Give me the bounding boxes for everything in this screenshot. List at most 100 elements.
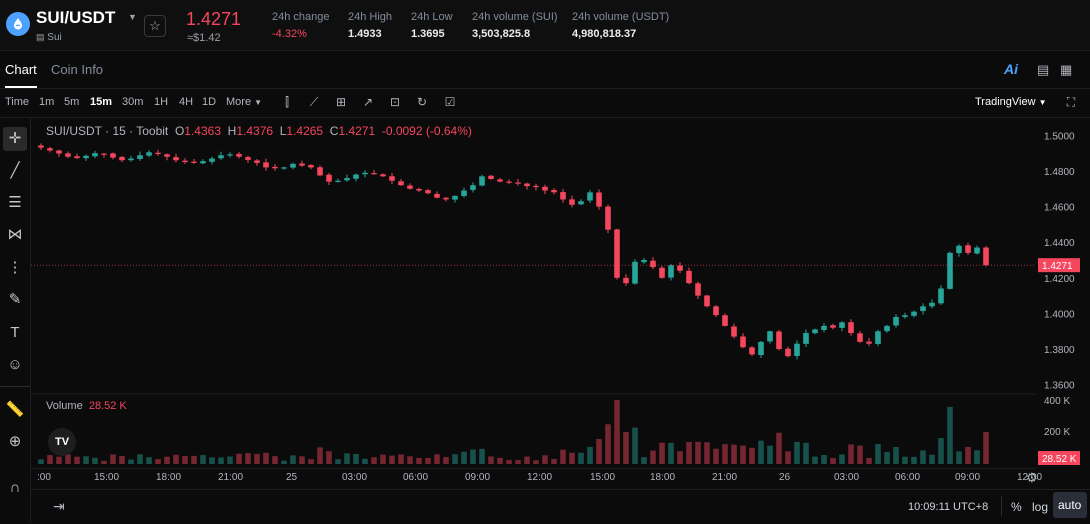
ai-icon[interactable]: Ai [1004, 61, 1018, 77]
price-axis[interactable]: 1.5000 1.4800 1.4600 1.4400 1.4200 1.4000 1.38… [1036, 118, 1090, 468]
time-axis[interactable]: :00 15:00 18:00 21:00 25 03:00 06:00 09:00 12:00… [31, 468, 1042, 489]
chart-provider-select[interactable]: TradingView ▼ [975, 96, 1047, 108]
text-icon[interactable]: T [10, 324, 20, 341]
candle-body [164, 154, 170, 157]
volume-bar [488, 456, 494, 464]
favorite-star-icon[interactable]: ☆ [144, 15, 166, 37]
time-tick-label: :00 [37, 472, 51, 483]
timeframe-time[interactable]: Time [5, 96, 30, 108]
chevron-down-icon: ▼ [1038, 98, 1047, 107]
stat-label: 24h High [348, 11, 393, 23]
grid-layout-icon[interactable]: ⊞ [335, 95, 347, 109]
screenshot-icon[interactable]: ⊡ [389, 95, 401, 109]
candle-body [461, 190, 467, 196]
candle-body [416, 188, 422, 191]
zoom-in-icon[interactable]: ⊕ [8, 433, 22, 450]
candle-body [560, 192, 566, 200]
chart-toolbar: Time 1m 5m 15m 30m 1H 4H 1D More ▼ ⫿ ⟋ ⊞… [0, 89, 1090, 118]
auto-scale-button[interactable]: auto [1053, 492, 1087, 518]
pattern-icon[interactable]: ⋈ [7, 226, 23, 243]
volume-bar [722, 444, 728, 464]
candle-body [524, 183, 530, 187]
candle-body [515, 182, 521, 184]
candle-body [218, 155, 224, 159]
tab-chart[interactable]: Chart [5, 62, 37, 77]
candle-body [209, 158, 215, 162]
volume-bar [74, 456, 80, 464]
trend-line-icon[interactable]: ╱ [10, 162, 20, 179]
candle-body [542, 186, 548, 191]
legend-c-label: C [329, 124, 339, 138]
candle-body [569, 199, 575, 205]
date-range-icon[interactable]: ⇥ [53, 498, 65, 514]
candle-body [749, 347, 755, 355]
ruler-icon[interactable]: 📏 [5, 401, 25, 418]
time-tick-label: 21:00 [218, 472, 244, 483]
volume-bar [704, 442, 710, 464]
price-tick-label: 1.4400 [1044, 238, 1075, 249]
stat-label: 24h volume (SUI) [472, 11, 558, 23]
current-price-tag [1038, 258, 1080, 273]
chart-canvas[interactable] [31, 118, 1036, 468]
stat-24h-volume-usdt: 24h volume (USDT) 4,980,818.37 [572, 11, 669, 40]
pair-selector[interactable]: SUI/USDT [36, 8, 116, 27]
more-timeframes-button[interactable]: More ▼ [226, 96, 262, 108]
horizontal-lines-icon[interactable]: ☰ [8, 194, 22, 211]
crosshair-icon[interactable]: ✛ [3, 127, 27, 151]
volume-bar [902, 456, 908, 464]
candle-body [452, 195, 458, 200]
price-chart[interactable] [31, 118, 1036, 468]
volume-bar [353, 453, 359, 464]
candle-body [758, 341, 764, 356]
timeframe-5m[interactable]: 5m [64, 96, 80, 108]
timeframe-4h[interactable]: 4H [179, 96, 194, 108]
chevron-down-icon[interactable]: ▼ [128, 12, 137, 22]
timeframe-15m[interactable]: 15m [90, 96, 113, 108]
time-tick-label: 25 [286, 472, 298, 483]
volume-bar [794, 441, 800, 464]
share-icon[interactable]: ↗ [362, 95, 374, 109]
emoji-icon[interactable]: ☺ [7, 356, 23, 373]
stat-label: 24h change [272, 11, 330, 23]
utc-clock[interactable]: 10:09:11 UTC+8 [908, 501, 989, 513]
candle-body [155, 152, 161, 155]
timeframe-30m[interactable]: 30m [122, 96, 144, 108]
volume-bar [398, 454, 404, 464]
magnet-icon[interactable]: ∩ [9, 479, 21, 496]
settings-checklist-icon[interactable]: ☑ [444, 95, 456, 109]
volume-bar [578, 452, 584, 464]
candle-body [38, 145, 44, 148]
timeframe-1d[interactable]: 1D [202, 96, 217, 108]
candle-body [641, 260, 647, 263]
candle-body [497, 179, 503, 182]
percent-scale-button[interactable]: % [1011, 500, 1022, 514]
volume-bar [380, 454, 386, 464]
notes-icon[interactable]: ▤ [1037, 62, 1050, 77]
last-price: 1.4271 [186, 9, 242, 29]
refresh-icon[interactable]: ↻ [416, 95, 428, 109]
stat-value: 1.3695 [411, 28, 445, 40]
fib-levels-icon[interactable]: ⋮ [7, 259, 23, 276]
candle-body [380, 174, 386, 177]
auto-label: auto [1058, 498, 1082, 512]
timeframe-1m[interactable]: 1m [39, 96, 55, 108]
timeframe-1h[interactable]: 1H [154, 96, 169, 108]
fullscreen-icon[interactable]: ⛶ [1066, 95, 1076, 109]
log-scale-button[interactable]: log [1032, 500, 1049, 514]
gear-icon[interactable]: ⚙ [1026, 470, 1038, 485]
time-tick-label: 12:00 [527, 472, 553, 483]
tab-coin-info[interactable]: Coin Info [51, 62, 104, 77]
volume-bar [470, 449, 476, 464]
candle-body [254, 160, 260, 163]
layout-icon[interactable]: ▦ [1060, 62, 1073, 77]
candle-body [65, 153, 71, 157]
candle-body [227, 154, 233, 156]
volume-bar [263, 452, 269, 464]
indicators-icon[interactable]: ⟋ [309, 95, 319, 109]
candle-body [893, 316, 899, 326]
volume-bar [569, 452, 575, 464]
candle-type-icon[interactable]: ⫿ [285, 95, 289, 109]
brush-icon[interactable]: ✎ [8, 291, 22, 308]
current-price-label: 1.4271 [1042, 261, 1073, 272]
tradingview-logo-icon[interactable]: TV [48, 428, 76, 456]
